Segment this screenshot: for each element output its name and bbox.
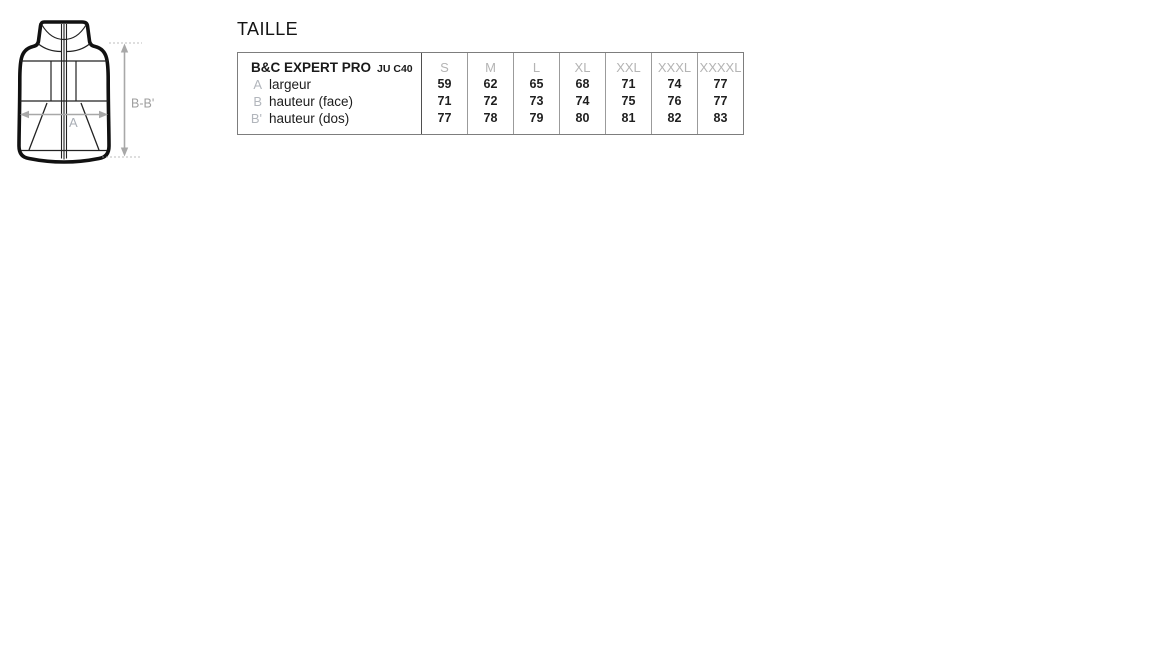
- size-value: 77: [437, 111, 452, 125]
- width-measure-arrow: [20, 110, 108, 119]
- size-value: 59: [437, 77, 452, 91]
- height-measure-arrow: [102, 42, 142, 158]
- size-value: 82: [667, 111, 682, 125]
- size-value: 74: [575, 94, 590, 108]
- size-value: 71: [621, 77, 636, 91]
- size-column-s: S 59 71 77: [421, 53, 467, 134]
- measure-letter: B': [250, 111, 262, 126]
- measure-row-label: A largeur: [238, 76, 421, 93]
- product-header: B&C EXPERT PRO JU C40: [238, 59, 421, 76]
- measure-row-label: B hauteur (face): [238, 93, 421, 110]
- size-column-xxxxl: XXXXL 77 77 83: [697, 53, 743, 134]
- size-header: XL: [574, 60, 591, 75]
- size-header: S: [440, 60, 449, 75]
- size-value: 77: [713, 94, 728, 108]
- size-value: 72: [483, 94, 498, 108]
- size-value: 79: [529, 111, 544, 125]
- size-header: XXXL: [657, 60, 692, 75]
- measure-letter: B: [253, 94, 262, 109]
- size-value: 83: [713, 111, 728, 125]
- product-code: JU C40: [377, 63, 413, 75]
- size-value: 62: [483, 77, 498, 91]
- size-header: XXXXL: [699, 60, 742, 75]
- size-value: 65: [529, 77, 544, 91]
- size-value: 75: [621, 94, 636, 108]
- vest-diagram: A B-B': [8, 14, 168, 166]
- measure-row-label: B' hauteur (dos): [238, 110, 421, 127]
- size-column-m: M 62 72 78: [467, 53, 513, 134]
- size-value: 68: [575, 77, 590, 91]
- vest-zipper: [60, 24, 68, 160]
- size-value: 74: [667, 77, 682, 91]
- size-value: 78: [483, 111, 498, 125]
- size-table: B&C EXPERT PRO JU C40 A largeur B hauteur…: [237, 52, 744, 135]
- size-value: 71: [437, 94, 452, 108]
- vest-drawing: A B-B': [17, 20, 154, 164]
- size-header: M: [485, 60, 496, 75]
- size-header: XXL: [616, 60, 641, 75]
- product-name: B&C EXPERT PRO: [251, 60, 372, 75]
- size-column-xl: XL 68 74 80: [559, 53, 605, 134]
- size-value: 77: [713, 77, 728, 91]
- height-measure-label: B-B': [131, 97, 154, 111]
- measure-letter: A: [253, 77, 262, 92]
- measure-label: hauteur (dos): [269, 111, 350, 126]
- size-column-l: L 65 73 79: [513, 53, 559, 134]
- measure-label: largeur: [269, 77, 312, 92]
- size-value: 76: [667, 94, 682, 108]
- vest-pocket-lines: [28, 102, 100, 151]
- size-value: 81: [621, 111, 636, 125]
- vest-seams: [20, 60, 108, 152]
- size-column-xxxl: XXXL 74 76 82: [651, 53, 697, 134]
- size-table-label-column: B&C EXPERT PRO JU C40 A largeur B hauteur…: [238, 53, 421, 134]
- vest-collar-seam: [38, 43, 90, 53]
- size-value: 80: [575, 111, 590, 125]
- size-header: L: [532, 60, 541, 75]
- page-title: TAILLE: [237, 19, 299, 39]
- size-value: 73: [529, 94, 544, 108]
- size-column-xxl: XXL 71 75 81: [605, 53, 651, 134]
- width-measure-label: A: [69, 115, 78, 130]
- measure-label: hauteur (face): [269, 94, 354, 109]
